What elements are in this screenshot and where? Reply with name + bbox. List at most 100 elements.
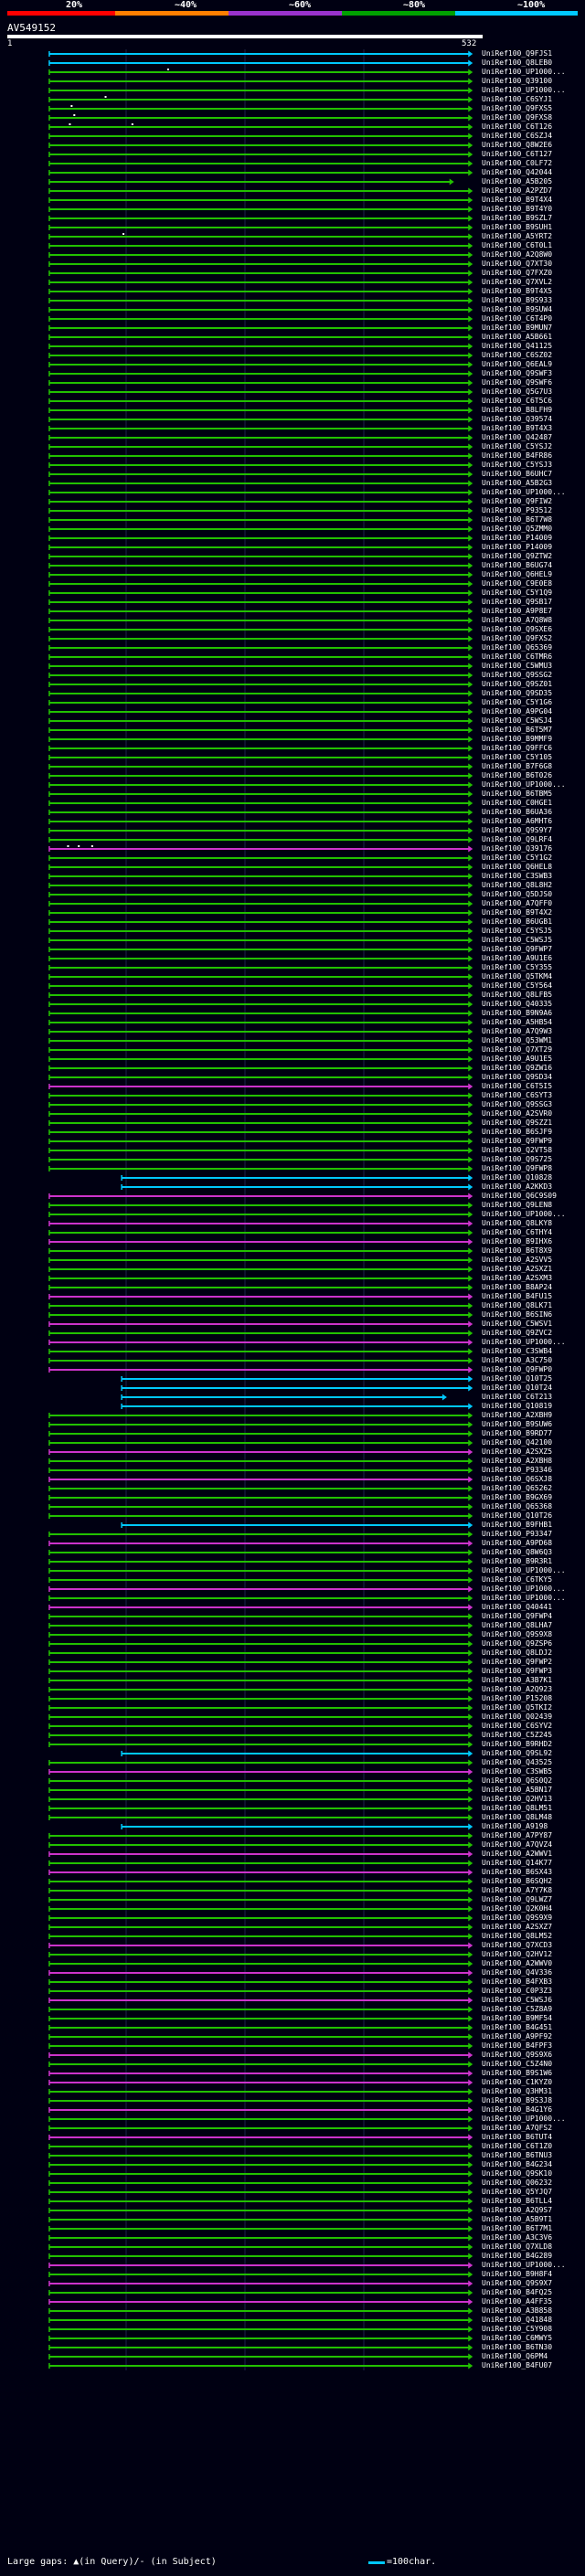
hit-label[interactable]: UniRef100_B9SUW6 xyxy=(482,1420,553,1428)
hit-label[interactable]: UniRef100_C3SWB4 xyxy=(482,1347,553,1355)
hit-label[interactable]: UniRef100_UP1000... xyxy=(482,1210,566,1218)
hit-label[interactable]: UniRef100_Q10819 xyxy=(482,1402,553,1410)
hit-label[interactable]: UniRef100_C6T5I5 xyxy=(482,1082,553,1090)
hit-label[interactable]: UniRef100_Q9ZTW2 xyxy=(482,552,553,560)
hit-label[interactable]: UniRef100_Q5DJS0 xyxy=(482,890,553,898)
hit-label[interactable]: UniRef100_B4G289 xyxy=(482,2252,553,2260)
hit-label[interactable]: UniRef100_B6UA36 xyxy=(482,808,553,816)
hit-label[interactable]: UniRef100_UP1000... xyxy=(482,1566,566,1574)
hit-label[interactable]: UniRef100_B9MF54 xyxy=(482,2014,553,2022)
hit-label[interactable]: UniRef100_B6T5M7 xyxy=(482,726,553,734)
hit-label[interactable]: UniRef100_UP1000... xyxy=(482,780,566,789)
hit-label[interactable]: UniRef100_C5Y1G6 xyxy=(482,698,553,706)
hit-label[interactable]: UniRef100_Q9SL92 xyxy=(482,1749,553,1757)
hit-label[interactable]: UniRef100_Q42044 xyxy=(482,168,553,176)
hit-label[interactable]: UniRef100_A3C750 xyxy=(482,1356,553,1364)
hit-label[interactable]: UniRef100_Q10T25 xyxy=(482,1374,553,1383)
hit-label[interactable]: UniRef100_A7Q8W8 xyxy=(482,616,553,624)
hit-label[interactable]: UniRef100_Q9SXE6 xyxy=(482,625,553,633)
hit-label[interactable]: UniRef100_Q65368 xyxy=(482,1502,553,1511)
hit-label[interactable]: UniRef100_Q8LM48 xyxy=(482,1813,553,1821)
hit-label[interactable]: UniRef100_A7Q9W3 xyxy=(482,1027,553,1035)
hit-label[interactable]: UniRef100_Q2VT58 xyxy=(482,1146,553,1154)
hit-label[interactable]: UniRef100_Q9SZ01 xyxy=(482,680,553,688)
hit-label[interactable]: UniRef100_A7QFF0 xyxy=(482,899,553,907)
hit-label[interactable]: UniRef100_C6SYT3 xyxy=(482,1091,553,1099)
hit-label[interactable]: UniRef100_B4G234 xyxy=(482,2160,553,2168)
hit-label[interactable]: UniRef100_B6TN30 xyxy=(482,2343,553,2351)
hit-label[interactable]: UniRef100_Q7XT29 xyxy=(482,1045,553,1054)
hit-label[interactable]: UniRef100_B9S933 xyxy=(482,296,553,304)
hit-label[interactable]: UniRef100_C5Z8A9 xyxy=(482,2005,553,2013)
hit-label[interactable]: UniRef100_Q9SWF3 xyxy=(482,369,553,377)
hit-label[interactable]: UniRef100_C6THY4 xyxy=(482,1228,553,1236)
hit-label[interactable]: UniRef100_Q9LWZ7 xyxy=(482,1895,553,1903)
hit-label[interactable]: UniRef100_A9198 xyxy=(482,1822,548,1830)
hit-label[interactable]: UniRef100_A9U1E6 xyxy=(482,954,553,962)
hit-label[interactable]: UniRef100_C6SYV2 xyxy=(482,1722,553,1730)
hit-label[interactable]: UniRef100_Q9S9X8 xyxy=(482,1630,553,1638)
hit-label[interactable]: UniRef100_C5Y1G2 xyxy=(482,853,553,862)
hit-label[interactable]: UniRef100_Q8LHA7 xyxy=(482,1621,553,1629)
hit-label[interactable]: UniRef100_Q8LM51 xyxy=(482,1804,553,1812)
hit-label[interactable]: UniRef100_A6MHT6 xyxy=(482,817,553,825)
hit-label[interactable]: UniRef100_B9IHX6 xyxy=(482,1237,553,1246)
hit-label[interactable]: UniRef100_Q40441 xyxy=(482,1603,553,1611)
hit-label[interactable]: UniRef100_Q7XVL2 xyxy=(482,278,553,286)
hit-label[interactable]: UniRef100_A2SXZ1 xyxy=(482,1265,553,1273)
hit-label[interactable]: UniRef100_B6SQH2 xyxy=(482,1877,553,1885)
hit-label[interactable]: UniRef100_Q9FWP9 xyxy=(482,1137,553,1145)
hit-label[interactable]: UniRef100_B9SUW4 xyxy=(482,305,553,313)
hit-label[interactable]: UniRef100_C9E0E8 xyxy=(482,579,553,588)
hit-label[interactable]: UniRef100_P14009 xyxy=(482,543,553,551)
hit-label[interactable]: UniRef100_Q9S9X9 xyxy=(482,1913,553,1922)
hit-label[interactable]: UniRef100_C5WSJ5 xyxy=(482,936,553,944)
hit-label[interactable]: UniRef100_Q9FXS5 xyxy=(482,104,553,112)
hit-label[interactable]: UniRef100_Q5ZMM0 xyxy=(482,525,553,533)
hit-label[interactable]: UniRef100_Q9SSG3 xyxy=(482,1100,553,1108)
hit-label[interactable]: UniRef100_UP1000... xyxy=(482,68,566,76)
hit-label[interactable]: UniRef100_B4FU15 xyxy=(482,1292,553,1300)
hit-label[interactable]: UniRef100_B9RD77 xyxy=(482,1429,553,1437)
hit-label[interactable]: UniRef100_Q8LDJ2 xyxy=(482,1648,553,1657)
hit-label[interactable]: UniRef100_B6SX43 xyxy=(482,1868,553,1876)
hit-label[interactable]: UniRef100_A2XBH9 xyxy=(482,1411,553,1419)
hit-label[interactable]: UniRef100_A3C3V6 xyxy=(482,2233,553,2242)
hit-label[interactable]: UniRef100_Q7FXZ0 xyxy=(482,269,553,277)
hit-label[interactable]: UniRef100_B9RHD2 xyxy=(482,1740,553,1748)
hit-label[interactable]: UniRef100_Q9S9Y7 xyxy=(482,826,553,834)
hit-label[interactable]: UniRef100_A2PZD7 xyxy=(482,186,553,195)
hit-label[interactable]: UniRef100_B8LFH9 xyxy=(482,406,553,414)
hit-label[interactable]: UniRef100_Q9SD34 xyxy=(482,1073,553,1081)
hit-label[interactable]: UniRef100_Q9FWP8 xyxy=(482,1164,553,1172)
hit-label[interactable]: UniRef100_Q14K77 xyxy=(482,1859,553,1867)
hit-label[interactable]: UniRef100_A5B661 xyxy=(482,333,553,341)
hit-label[interactable]: UniRef100_Q9SK10 xyxy=(482,2169,553,2178)
hit-label[interactable]: UniRef100_B9SZL7 xyxy=(482,214,553,222)
hit-label[interactable]: UniRef100_Q7XT30 xyxy=(482,260,553,268)
hit-label[interactable]: UniRef100_C6T126 xyxy=(482,122,553,131)
hit-label[interactable]: UniRef100_B9MUN7 xyxy=(482,323,553,332)
hit-label[interactable]: UniRef100_Q65369 xyxy=(482,643,553,652)
hit-label[interactable]: UniRef100_Q9LRF4 xyxy=(482,835,553,843)
hit-label[interactable]: UniRef100_C6T213 xyxy=(482,1393,553,1401)
hit-label[interactable]: UniRef100_C5WSV1 xyxy=(482,1320,553,1328)
hit-label[interactable]: UniRef100_Q9S9X6 xyxy=(482,2051,553,2059)
hit-label[interactable]: UniRef100_C5Z245 xyxy=(482,1731,553,1739)
hit-label[interactable]: UniRef100_B6SIN6 xyxy=(482,1310,553,1319)
hit-label[interactable]: UniRef100_A5HB54 xyxy=(482,1018,553,1026)
hit-label[interactable]: UniRef100_A5B2G3 xyxy=(482,479,553,487)
hit-label[interactable]: UniRef100_Q9FJS1 xyxy=(482,49,553,58)
hit-label[interactable]: UniRef100_B4FR86 xyxy=(482,451,553,460)
hit-label[interactable]: UniRef100_Q42100 xyxy=(482,1438,553,1447)
hit-label[interactable]: UniRef100_C6MWY5 xyxy=(482,2334,553,2342)
hit-label[interactable]: UniRef100_B6T7M1 xyxy=(482,2224,553,2232)
hit-label[interactable]: UniRef100_A2KKD3 xyxy=(482,1182,553,1191)
hit-label[interactable]: UniRef100_C5Y355 xyxy=(482,963,553,971)
hit-label[interactable]: UniRef100_Q42487 xyxy=(482,433,553,441)
hit-label[interactable]: UniRef100_A2Q8W0 xyxy=(482,250,553,259)
hit-label[interactable]: UniRef100_A9PG04 xyxy=(482,707,553,716)
hit-label[interactable]: UniRef100_Q8L8H2 xyxy=(482,881,553,889)
hit-label[interactable]: UniRef100_A2WWV0 xyxy=(482,1959,553,1967)
hit-label[interactable]: UniRef100_Q9FXS2 xyxy=(482,634,553,642)
